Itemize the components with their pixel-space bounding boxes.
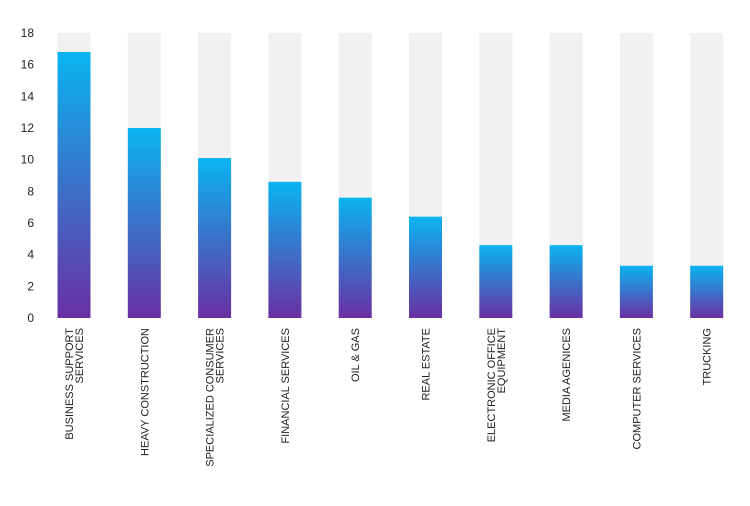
x-tick-label: TRUCKING: [702, 328, 714, 385]
bar: [57, 52, 91, 318]
x-tick-label: OIL & GAS: [350, 328, 362, 382]
y-tick-label: 16: [21, 58, 35, 72]
x-tick-label-line: TRUCKING: [702, 328, 714, 385]
y-tick-label: 10: [21, 153, 35, 167]
bar: [690, 265, 724, 318]
x-tick-label-line: HEAVY CONSTRUCTION: [139, 328, 151, 456]
y-tick-label: 2: [27, 279, 34, 293]
y-tick-label: 12: [21, 121, 35, 135]
x-tick-label-line: REAL ESTATE: [421, 328, 433, 401]
x-tick-label: MEDIA AGENICES: [561, 328, 573, 422]
y-axis: 0 2 4 6 8 10 12 14 16 18: [21, 26, 35, 325]
bar: [619, 265, 653, 318]
bar: [198, 158, 232, 318]
x-tick-label: FINANCIAL SERVICES: [280, 328, 292, 444]
bar: [268, 181, 302, 318]
x-tick-label-line: SPECIALIZED CONSUMER: [205, 328, 217, 467]
x-tick-label-line: ELECTRONIC OFFICE: [486, 328, 498, 442]
x-tick-label-line: FINANCIAL SERVICES: [280, 328, 292, 444]
x-tick-label: HEAVY CONSTRUCTION: [139, 328, 151, 456]
y-tick-label: 0: [27, 311, 34, 325]
y-tick-label: 4: [27, 248, 34, 262]
x-tick-label-line: SERVICES: [215, 328, 227, 383]
bar: [338, 197, 372, 318]
bars: [57, 52, 724, 318]
y-tick-label: 14: [21, 89, 35, 103]
bar: [549, 245, 583, 318]
x-tick-label-line: COMPUTER SERVICES: [631, 328, 643, 449]
x-tick-label: COMPUTER SERVICES: [631, 328, 643, 449]
x-tick-label-line: EQUIPMENT: [496, 328, 508, 394]
x-tick-label-line: MEDIA AGENICES: [561, 328, 573, 422]
bar: [127, 128, 161, 318]
y-tick-label: 6: [27, 216, 34, 230]
x-tick-label-line: BUSINESS SUPPORT: [64, 328, 76, 440]
x-tick-label-line: OIL & GAS: [350, 328, 362, 382]
bar: [479, 245, 513, 318]
y-tick-label: 8: [27, 184, 34, 198]
x-tick-label-line: SERVICES: [74, 328, 86, 383]
x-tick-label: REAL ESTATE: [421, 328, 433, 401]
bar: [409, 216, 442, 318]
y-tick-label: 18: [21, 26, 35, 40]
